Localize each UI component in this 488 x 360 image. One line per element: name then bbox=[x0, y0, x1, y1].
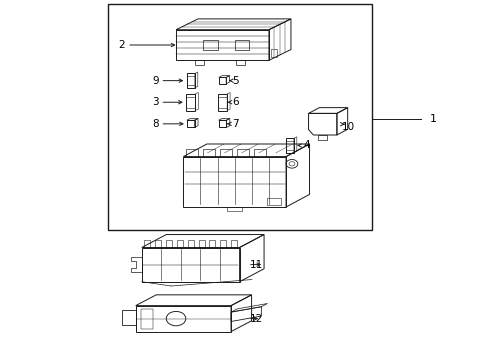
Bar bbox=[155, 240, 161, 248]
Bar bbox=[194, 60, 203, 65]
Text: 1: 1 bbox=[429, 114, 436, 124]
Bar bbox=[237, 149, 249, 157]
Bar bbox=[187, 240, 193, 248]
Bar bbox=[220, 240, 226, 248]
Bar bbox=[144, 240, 150, 248]
Bar bbox=[227, 207, 242, 211]
Bar bbox=[271, 49, 277, 57]
Text: 5: 5 bbox=[232, 76, 239, 86]
Text: 8: 8 bbox=[152, 119, 159, 129]
Bar bbox=[234, 40, 249, 49]
Bar bbox=[165, 240, 172, 248]
Text: 7: 7 bbox=[232, 119, 239, 129]
Text: 9: 9 bbox=[152, 76, 159, 86]
Bar bbox=[107, 4, 371, 230]
Text: 3: 3 bbox=[152, 97, 159, 107]
Bar bbox=[209, 240, 215, 248]
Text: 4: 4 bbox=[303, 140, 309, 150]
Text: 12: 12 bbox=[249, 314, 262, 324]
Bar bbox=[203, 40, 217, 49]
Bar bbox=[318, 135, 326, 140]
Bar bbox=[220, 149, 232, 157]
Bar bbox=[236, 60, 245, 65]
Bar bbox=[203, 149, 215, 157]
Text: 6: 6 bbox=[232, 97, 239, 107]
Bar bbox=[266, 198, 281, 205]
Bar bbox=[254, 149, 266, 157]
Bar bbox=[185, 149, 198, 157]
Bar bbox=[231, 240, 237, 248]
Bar bbox=[177, 240, 183, 248]
Bar bbox=[141, 309, 153, 329]
Text: 10: 10 bbox=[342, 122, 355, 132]
Text: 2: 2 bbox=[118, 40, 124, 50]
Text: 11: 11 bbox=[249, 260, 262, 270]
Bar bbox=[198, 240, 204, 248]
